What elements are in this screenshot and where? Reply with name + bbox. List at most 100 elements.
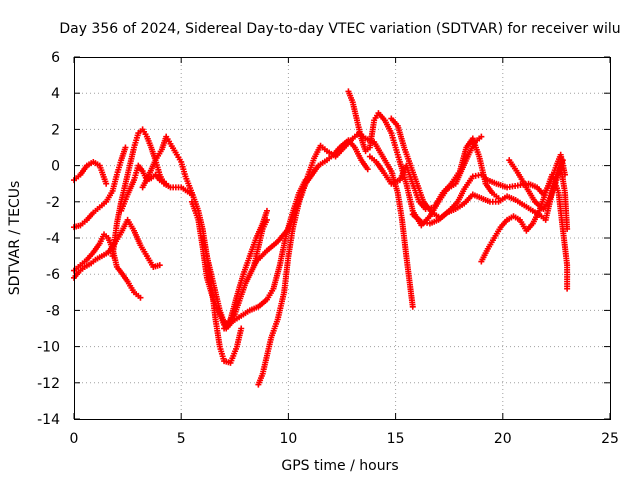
data-point <box>409 303 416 310</box>
data-point-fill <box>212 318 223 348</box>
y-tick-label: -10 <box>37 340 60 356</box>
data-point-fill <box>369 155 378 164</box>
grid-lines <box>73 56 611 420</box>
data-point-fill <box>346 90 355 104</box>
data-point <box>263 207 270 214</box>
series-track-2 <box>71 144 129 231</box>
data-point-fill <box>497 194 508 204</box>
y-tick-label: -12 <box>37 376 60 392</box>
data-point-fill <box>372 141 385 158</box>
data-point-fill <box>183 175 195 194</box>
series-track-17 <box>478 171 571 292</box>
data-point <box>559 157 566 164</box>
y-tick-label: 4 <box>51 86 60 102</box>
data-point-fill <box>140 173 151 189</box>
data-point-fill <box>506 182 519 190</box>
data-point-fill <box>390 177 401 186</box>
data-point-fill <box>72 271 80 280</box>
data-point-fill <box>480 196 491 204</box>
data-point-fill <box>241 255 253 275</box>
data-point-fill <box>127 146 137 167</box>
data-point-fill <box>305 157 317 178</box>
data-point-fill <box>85 211 95 222</box>
data-point-fill <box>265 240 279 253</box>
data-point-fill <box>189 201 201 221</box>
x-tick-labels: 0 5 10 15 20 25 <box>70 431 619 447</box>
x-tick-label: 20 <box>494 431 512 447</box>
data-point-fill <box>303 173 314 185</box>
data-point <box>238 325 245 332</box>
data-point-fill <box>524 222 535 232</box>
data-point-fill <box>516 171 529 189</box>
data-point-fill <box>94 254 103 262</box>
data-point <box>364 166 371 173</box>
data-series <box>71 88 571 388</box>
data-point-fill <box>506 214 515 222</box>
data-point-fill <box>223 358 232 366</box>
data-point-fill <box>97 233 106 245</box>
data-point-fill <box>374 160 385 173</box>
x-axis-label: GPS time / hours <box>281 458 398 474</box>
series-track-5 <box>109 126 195 260</box>
data-point-fill <box>168 143 179 156</box>
data-point-fill <box>217 346 227 362</box>
data-point-fill <box>359 158 370 171</box>
data-point-fill <box>446 206 457 215</box>
data-point-fill <box>97 164 109 185</box>
data-point-fill <box>535 186 545 196</box>
data-point <box>122 144 129 151</box>
data-point-fill <box>141 128 149 138</box>
data-point-fill <box>417 200 428 211</box>
data-point-fill <box>79 258 88 267</box>
data-point-fill <box>153 173 162 182</box>
x-tick-label: 25 <box>601 431 619 447</box>
data-point-fill <box>234 327 244 348</box>
data-point-fill <box>432 191 445 209</box>
data-point-fill <box>560 228 570 266</box>
data-point <box>263 216 270 223</box>
data-point-fill <box>256 372 265 386</box>
data-point-fill <box>470 137 482 158</box>
data-point-fill <box>382 119 394 134</box>
data-point-fill <box>457 146 469 172</box>
y-tick-label: -8 <box>46 303 60 319</box>
data-point-fill <box>98 200 108 209</box>
data-point-fill <box>421 200 434 214</box>
y-axis-label: SDTVAR / TECUs <box>7 181 23 296</box>
data-point-fill <box>338 138 350 150</box>
data-point-fill <box>404 164 415 185</box>
data-point-fill <box>489 198 499 205</box>
data-point-fill <box>85 251 95 261</box>
data-point-fill <box>564 264 571 290</box>
data-point-fill <box>347 139 357 149</box>
data-point-fill <box>158 178 168 186</box>
data-point-fill <box>454 201 466 211</box>
data-point-fill <box>83 261 93 269</box>
data-point-fill <box>73 263 82 272</box>
data-point-fill <box>240 308 251 318</box>
series-track-4 <box>71 231 144 301</box>
data-point-fill <box>110 173 120 192</box>
data-point-fill <box>492 226 503 239</box>
data-point-fill <box>495 181 508 190</box>
data-point-fill <box>104 190 115 203</box>
data-point-fill <box>101 250 110 258</box>
data-point-fill <box>524 186 537 203</box>
series-track-18 <box>506 157 566 213</box>
data-point-fill <box>533 200 545 211</box>
data-point-fill <box>248 304 260 313</box>
data-point-fill <box>326 153 335 162</box>
data-point-fill <box>541 197 552 210</box>
data-point-fill <box>133 291 142 299</box>
data-point-fill <box>512 214 521 222</box>
data-point-fill <box>255 249 269 263</box>
data-point-fill <box>486 237 496 250</box>
data-point-fill <box>144 135 154 149</box>
data-point-fill <box>118 146 128 162</box>
data-point-fill <box>499 218 509 229</box>
y-tick-label: 2 <box>51 122 60 138</box>
data-point-fill <box>380 155 394 172</box>
series-track-11 <box>255 137 371 388</box>
y-tick-label: -4 <box>46 231 60 247</box>
series-track-1 <box>71 158 110 187</box>
